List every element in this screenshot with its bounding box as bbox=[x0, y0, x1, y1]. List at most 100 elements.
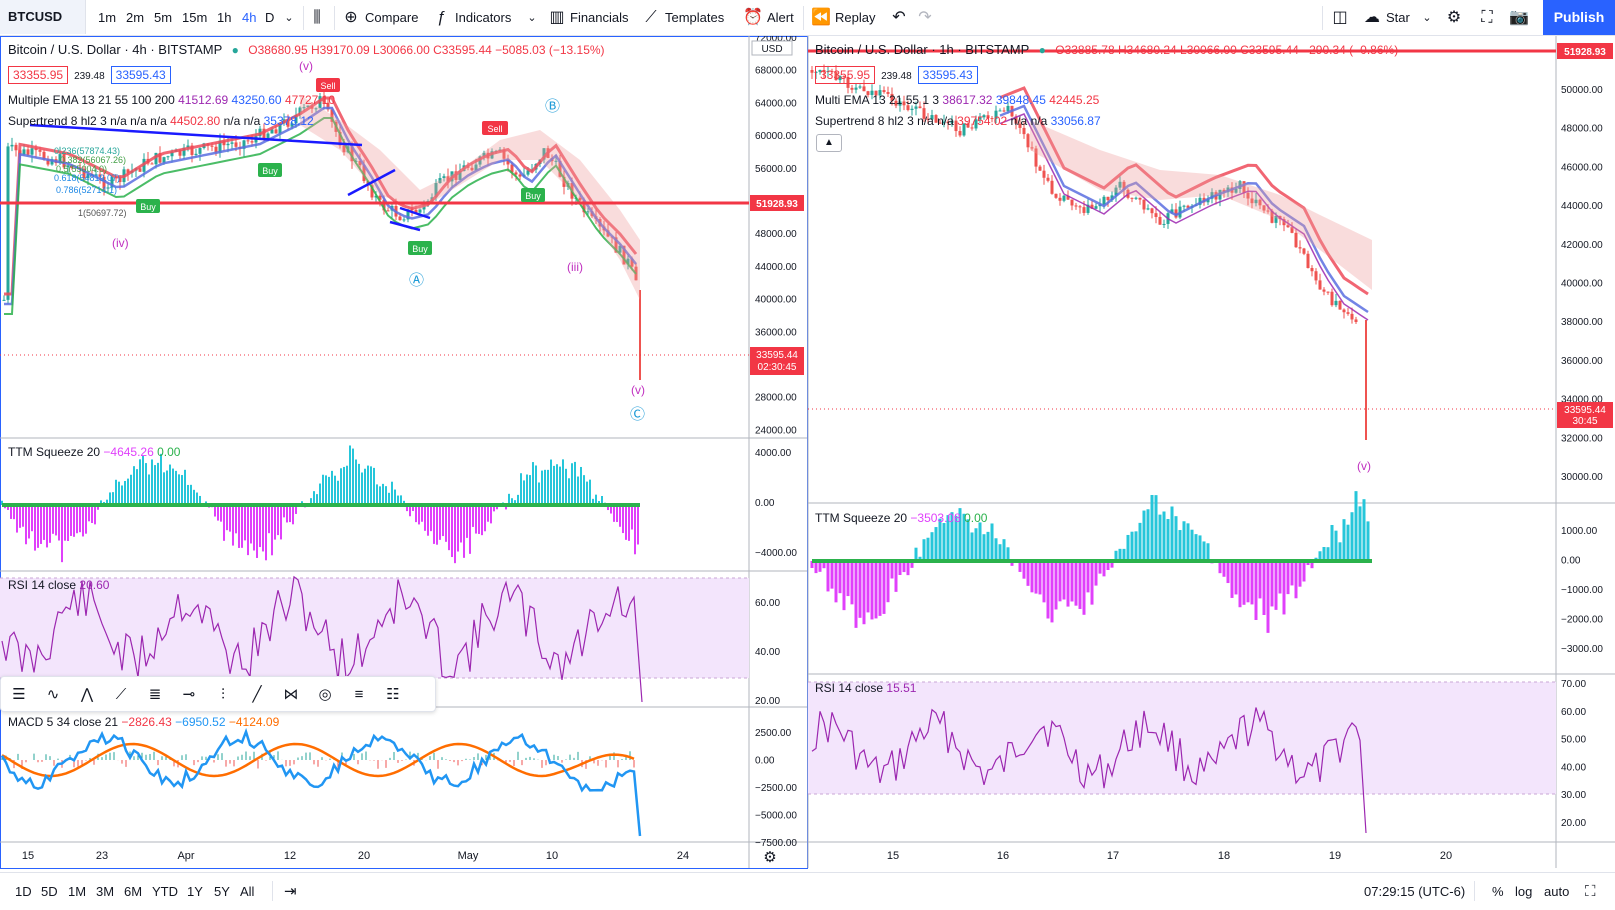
wave-label[interactable]: Ⓒ bbox=[630, 406, 645, 423]
buy-marker[interactable] bbox=[521, 188, 545, 202]
camera-icon[interactable]: 📷 bbox=[1509, 9, 1529, 26]
bid-price[interactable]: 33355.95 bbox=[8, 66, 69, 84]
interval-15m[interactable]: 15m bbox=[182, 10, 208, 25]
left-chart-legend[interactable]: Bitcoin / U.S. Dollar · 4h · BITSTAMP ● … bbox=[8, 42, 605, 58]
bars-pattern-icon[interactable]: ⫶ bbox=[221, 686, 225, 703]
goto-date-icon[interactable]: ⇥ bbox=[284, 883, 297, 900]
range-3m[interactable]: 3M bbox=[96, 884, 115, 899]
publish-button[interactable]: Publish bbox=[1543, 0, 1615, 35]
clock[interactable]: 07:29:15 (UTC-6) bbox=[1364, 884, 1466, 899]
range-1m[interactable]: 1M bbox=[68, 884, 87, 899]
fib-icon[interactable]: ≣ bbox=[148, 686, 162, 703]
layout-icon[interactable]: ◫ bbox=[1332, 9, 1348, 26]
ray-icon[interactable]: ╱ bbox=[252, 686, 262, 703]
abc-wave-icon[interactable]: ⋀ bbox=[80, 686, 94, 703]
left-rsi-axis[interactable]: 60.00 40.00 20.00 bbox=[755, 598, 780, 707]
wave-label[interactable]: (v) bbox=[299, 59, 313, 73]
sell-marker[interactable] bbox=[316, 78, 340, 92]
right-time-axis[interactable]: 15 16 17 18 19 20 bbox=[887, 850, 1452, 862]
trend-line-icon[interactable]: ⟋ bbox=[115, 686, 127, 703]
right-rsi-axis[interactable]: 70.00 60.00 50.00 40.00 30.00 20.00 bbox=[1561, 679, 1586, 829]
trend-line[interactable] bbox=[347, 168, 396, 197]
replay-icon[interactable]: ⏪ bbox=[811, 9, 831, 26]
wave-label[interactable]: (iv) bbox=[112, 236, 129, 250]
left-squeeze-legend[interactable]: TTM Squeeze 20 −4645.26 0.00 bbox=[8, 444, 180, 460]
interval-4h[interactable]: 4h bbox=[242, 10, 257, 25]
replay-button[interactable]: Replay bbox=[835, 10, 876, 25]
candlestick-icon[interactable]: ⫼ bbox=[313, 9, 321, 26]
xabcd-pattern-icon[interactable]: ⋈ bbox=[283, 686, 299, 703]
left-supertrend-legend[interactable]: Supertrend 8 hl2 3 n/a n/a n/a 44502.80 … bbox=[8, 113, 314, 129]
percent-toggle[interactable]: % bbox=[1492, 884, 1504, 899]
right-price-axis[interactable]: 50000.00 48000.00 46000.00 44000.00 42000.00… bbox=[1561, 85, 1603, 483]
chevron-down-icon[interactable]: ⌄ bbox=[527, 12, 537, 24]
alert-button[interactable]: Alert bbox=[767, 10, 794, 25]
alarm-clock-icon[interactable]: ⏰ bbox=[743, 9, 763, 26]
wave-label[interactable]: (v) bbox=[1357, 459, 1371, 473]
range-1d[interactable]: 1D bbox=[15, 884, 32, 899]
buy-marker[interactable] bbox=[258, 163, 282, 177]
wave-label[interactable]: (iii) bbox=[567, 260, 583, 274]
range-5y[interactable]: 5Y bbox=[214, 884, 230, 899]
star-button[interactable]: Star bbox=[1386, 10, 1410, 25]
cloud-icon[interactable]: ☁ bbox=[1364, 9, 1380, 26]
gear-icon[interactable]: ⚙ bbox=[1446, 9, 1462, 26]
right-squeeze-axis[interactable]: 1000.00 0.00 −1000.00 −2000.00 −3000.00 bbox=[1561, 526, 1603, 655]
log-toggle[interactable]: log bbox=[1515, 884, 1533, 899]
chevron-down-icon[interactable]: ⌄ bbox=[284, 12, 294, 24]
interval-1m[interactable]: 1m bbox=[98, 10, 117, 25]
charts-canvas[interactable]: 72000.00 68000.00 64000.00 60000.00 56000.00… bbox=[0, 36, 1615, 872]
trend-line[interactable] bbox=[389, 220, 421, 232]
fullscreen-icon[interactable]: ⛶ bbox=[1481, 9, 1493, 26]
range-ytd[interactable]: YTD bbox=[152, 884, 178, 899]
left-ema-legend[interactable]: Multiple EMA 13 21 55 100 200 41512.69 4… bbox=[8, 92, 335, 108]
ask-price[interactable]: 33595.43 bbox=[110, 66, 171, 84]
compare-button[interactable]: Compare bbox=[365, 10, 419, 25]
left-squeeze-axis[interactable]: 4000.00 0.00 −4000.00 bbox=[755, 448, 797, 559]
settings-list-icon[interactable]: ☷ bbox=[386, 686, 400, 703]
redo-icon[interactable]: ↷ bbox=[918, 9, 932, 26]
left-price-axis[interactable]: 72000.00 68000.00 64000.00 60000.00 56000.00… bbox=[755, 36, 797, 436]
currency-label[interactable] bbox=[751, 40, 793, 56]
plus-circle-icon[interactable]: ⊕ bbox=[344, 9, 358, 26]
buy-marker[interactable] bbox=[136, 199, 160, 213]
fullscreen-icon[interactable]: ⛶ bbox=[1585, 883, 1596, 900]
templates-icon[interactable]: ⟋ bbox=[645, 9, 657, 26]
horizontal-ray-icon[interactable]: ⊸ bbox=[182, 686, 196, 703]
ask-price[interactable]: 33595.43 bbox=[917, 66, 978, 84]
interval-d[interactable]: D bbox=[265, 10, 275, 25]
chevron-down-icon[interactable]: ⌄ bbox=[1422, 12, 1432, 24]
indicators-button[interactable]: Indicators bbox=[455, 10, 512, 25]
range-6m[interactable]: 6M bbox=[124, 884, 143, 899]
left-macd-legend[interactable]: MACD 5 34 close 21 −2826.43 −6950.52 −41… bbox=[8, 714, 279, 730]
right-rsi-legend[interactable]: RSI 14 close 15.51 bbox=[815, 680, 916, 696]
wave-label[interactable]: Ⓑ bbox=[545, 98, 560, 115]
undo-icon[interactable]: ↶ bbox=[892, 9, 906, 26]
elliott-wave-icon[interactable]: ∿ bbox=[46, 686, 60, 703]
buy-marker[interactable] bbox=[408, 241, 432, 255]
financials-button[interactable]: Financials bbox=[570, 10, 629, 25]
left-time-axis[interactable]: 15 23 Apr 12 20 May 10 24 bbox=[22, 850, 689, 862]
range-all[interactable]: All bbox=[240, 884, 255, 899]
left-rsi-legend[interactable]: RSI 14 close 20.60 bbox=[8, 577, 109, 593]
right-ema-legend[interactable]: Multi EMA 13 21 55 1 3 38617.32 39848.45… bbox=[815, 92, 1099, 108]
wave-label[interactable]: (v) bbox=[631, 383, 645, 397]
range-5d[interactable]: 5D bbox=[41, 884, 58, 899]
trend-line[interactable] bbox=[399, 206, 431, 220]
range-1y[interactable]: 1Y bbox=[187, 884, 203, 899]
interval-1h[interactable]: 1h bbox=[217, 10, 232, 25]
interval-2m[interactable]: 2m bbox=[126, 10, 145, 25]
drag-handle-icon[interactable]: ☰ bbox=[12, 686, 26, 703]
indicators-fx-icon[interactable]: ƒ bbox=[436, 9, 446, 26]
fib-spiral-icon[interactable]: ◎ bbox=[318, 686, 332, 703]
auto-toggle[interactable]: auto bbox=[1544, 884, 1570, 899]
gear-icon[interactable]: ⚙ bbox=[763, 849, 776, 866]
trend-line[interactable] bbox=[29, 123, 363, 147]
symbol-search[interactable]: BTCUSD bbox=[0, 0, 86, 34]
sell-marker[interactable] bbox=[482, 121, 508, 135]
financials-icon[interactable]: ▥ bbox=[549, 9, 565, 26]
templates-button[interactable]: Templates bbox=[665, 10, 725, 25]
right-supertrend-legend[interactable]: Supertrend 8 hl2 3 n/a n/a 39754.02 n/a … bbox=[815, 113, 1101, 129]
fib-retracement[interactable]: 0.236(57874.43)0.382(56067.26)0.5(55004.… bbox=[54, 146, 127, 218]
left-macd-axis[interactable]: 2500.00 0.00 −2500.00 −5000.00 −7500.00 bbox=[755, 728, 797, 849]
